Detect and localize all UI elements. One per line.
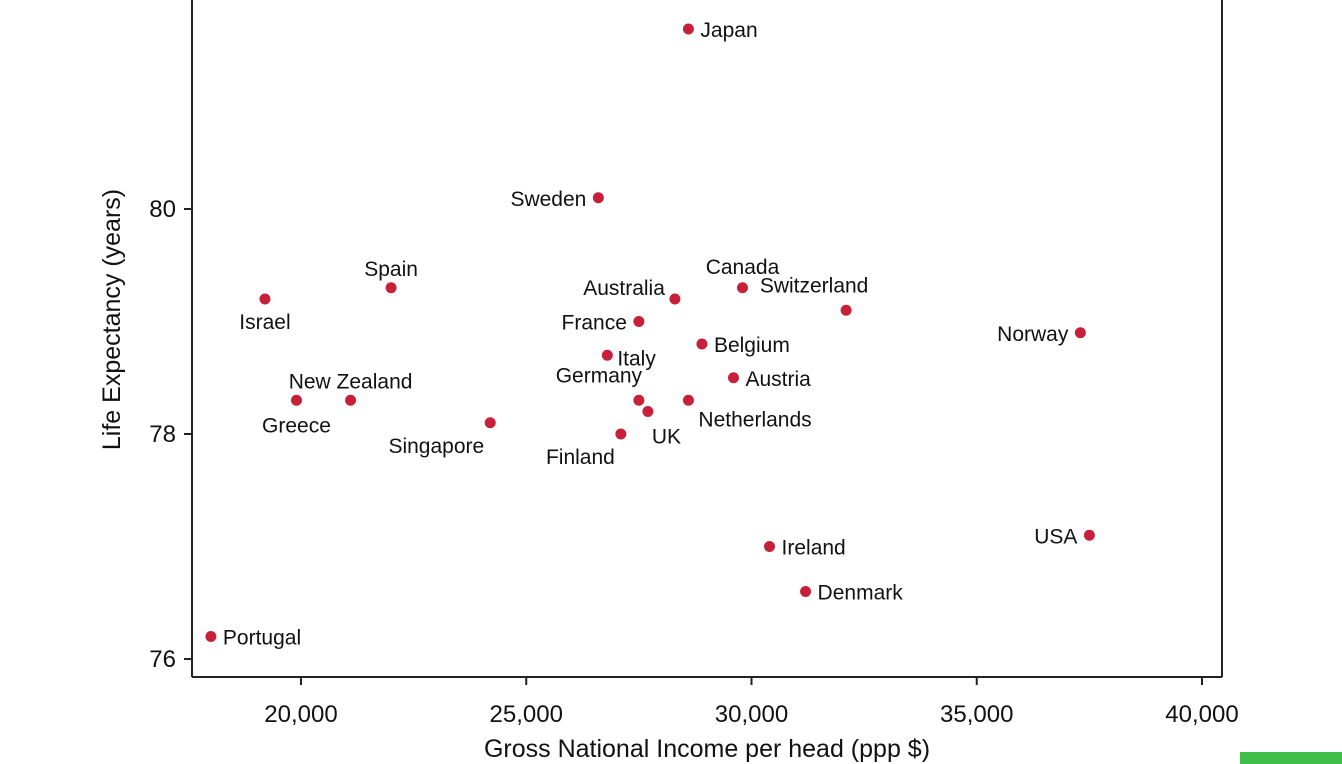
point-label: UK <box>652 426 681 449</box>
point-label: Japan <box>700 19 757 42</box>
data-point <box>615 428 627 440</box>
x-tick-label: 30,000 <box>715 701 788 728</box>
x-axis: 20,000 25,000 30,000 35,000 40,000 <box>264 677 1239 728</box>
data-point <box>696 338 708 350</box>
point-label: Switzerland <box>760 274 869 297</box>
point-label: Spain <box>364 258 418 281</box>
point-label: Belgium <box>714 334 790 357</box>
point-label: Italy <box>617 347 656 370</box>
y-axis-title: Life Expectancy (years) <box>98 189 126 450</box>
x-axis-title: Gross National Income per head (ppp $) <box>484 735 930 763</box>
x-tick-label: 25,000 <box>490 701 563 728</box>
data-point <box>633 316 645 327</box>
data-point <box>727 372 739 384</box>
point-label: Finland <box>546 446 615 469</box>
data-point <box>290 394 302 406</box>
point-label: Denmark <box>818 582 904 605</box>
point-label: Canada <box>706 256 780 279</box>
point-label: France <box>562 312 627 335</box>
data-points: Japan Sweden Spain Israel Australia CanadaSwi… <box>205 19 1095 650</box>
point-label: Ireland <box>782 537 846 560</box>
data-point <box>601 349 613 361</box>
y-tick-label: 80 <box>149 196 176 223</box>
x-tick-label: 40,000 <box>1165 701 1238 728</box>
point-label: Norway <box>997 323 1069 346</box>
point-label: New Zealand <box>289 370 413 393</box>
y-tick-label: 78 <box>149 421 176 448</box>
point-label: Portugal <box>223 627 301 650</box>
y-tick-label: 76 <box>149 646 176 673</box>
point-label: Sweden <box>510 188 586 211</box>
data-point <box>345 394 357 406</box>
data-point <box>736 282 748 294</box>
data-point <box>1083 529 1095 541</box>
data-point <box>642 406 654 417</box>
data-point <box>682 23 694 35</box>
data-point <box>484 417 496 429</box>
green-indicator-bar <box>1240 752 1342 764</box>
point-label: Australia <box>583 277 665 300</box>
point-label: Germany <box>556 364 643 387</box>
x-tick-label: 20,000 <box>264 701 337 728</box>
y-axis: 76 78 80 <box>149 196 192 673</box>
data-point <box>385 282 397 294</box>
data-point <box>1074 327 1086 339</box>
data-point <box>259 293 271 305</box>
point-label: Greece <box>262 414 331 437</box>
data-point <box>800 586 812 597</box>
point-label: Singapore <box>388 435 484 458</box>
data-point <box>633 394 645 406</box>
point-label: Israel <box>239 311 290 334</box>
point-label: Austria <box>745 368 811 391</box>
data-point <box>764 541 776 552</box>
point-label: Netherlands <box>698 408 811 431</box>
x-tick-label: 35,000 <box>940 701 1013 728</box>
data-point <box>592 192 604 204</box>
point-label: USA <box>1034 525 1077 548</box>
plot-frame <box>191 0 1223 678</box>
data-point <box>205 631 217 642</box>
data-point <box>669 293 681 305</box>
data-point <box>840 304 852 316</box>
data-point <box>682 394 694 406</box>
